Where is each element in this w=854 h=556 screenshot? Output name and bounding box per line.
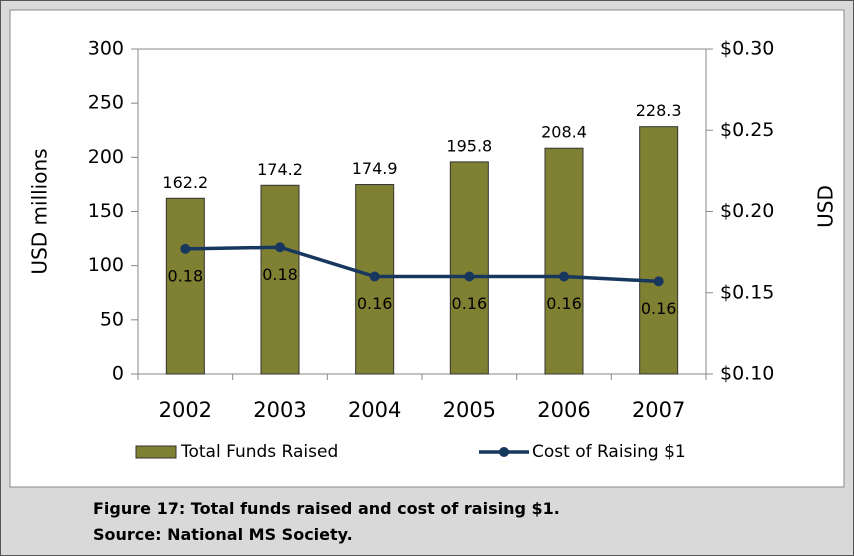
line-marker xyxy=(275,242,285,253)
line-marker xyxy=(464,271,475,282)
x-tick-label: 2006 xyxy=(537,398,590,422)
x-tick-label: 2003 xyxy=(253,398,306,422)
bar xyxy=(260,184,300,375)
bar-value-label: 208.4 xyxy=(541,123,587,142)
x-tick-label: 2002 xyxy=(159,398,212,422)
bar xyxy=(449,161,489,375)
line-value-label: 0.16 xyxy=(452,294,488,313)
bar-value-label: 195.8 xyxy=(446,136,492,155)
bar-value-label: 162.2 xyxy=(162,173,208,192)
line-value-label: 0.16 xyxy=(641,299,677,318)
line-value-label: 0.18 xyxy=(168,266,204,285)
line-value-label: 0.16 xyxy=(357,294,393,313)
legend-swatch-marker xyxy=(499,447,509,457)
bar xyxy=(544,147,584,375)
x-tick-label: 2004 xyxy=(348,398,401,422)
y2-tick-label: $0.30 xyxy=(720,38,774,60)
bar-value-label: 174.9 xyxy=(352,159,398,178)
y2-tick-label: $0.20 xyxy=(720,200,774,222)
bar xyxy=(165,197,205,375)
y2-tick-label: $0.15 xyxy=(720,281,774,303)
line-marker xyxy=(369,271,380,282)
line-value-label: 0.18 xyxy=(262,265,298,284)
bar-value-label: 228.3 xyxy=(636,101,682,120)
caption-line: Figure 17: Total funds raised and cost o… xyxy=(93,499,560,518)
line-marker xyxy=(559,271,569,282)
line xyxy=(185,245,659,284)
caption-line: Source: National MS Society. xyxy=(93,525,353,544)
y2-tick-label: $0.10 xyxy=(720,363,774,385)
legend-label: Total Funds Raised xyxy=(180,442,338,462)
y-tick-label: 150 xyxy=(88,200,124,222)
line-marker xyxy=(180,243,191,254)
y-tick-label: 300 xyxy=(88,38,124,60)
y2-tick-label: $0.25 xyxy=(720,119,774,141)
y-tick-label: 100 xyxy=(88,254,124,276)
chart-area xyxy=(9,9,845,488)
bar-value-label: 174.2 xyxy=(257,160,303,179)
x-tick-label: 2007 xyxy=(632,398,685,422)
legend-swatch xyxy=(135,445,177,459)
x-tick-label: 2005 xyxy=(443,398,496,422)
y-axis-title: USD millions xyxy=(28,148,52,274)
y2-axis-title: USD xyxy=(814,185,838,228)
y-tick-label: 0 xyxy=(112,363,124,385)
bar xyxy=(639,126,679,375)
line-value-label: 0.16 xyxy=(546,294,582,313)
line-marker xyxy=(653,276,664,287)
y-tick-label: 200 xyxy=(88,146,124,168)
y-tick-label: 50 xyxy=(100,308,124,330)
legend-label: Cost of Raising $1 xyxy=(532,442,686,462)
y-tick-label: 250 xyxy=(88,92,124,114)
